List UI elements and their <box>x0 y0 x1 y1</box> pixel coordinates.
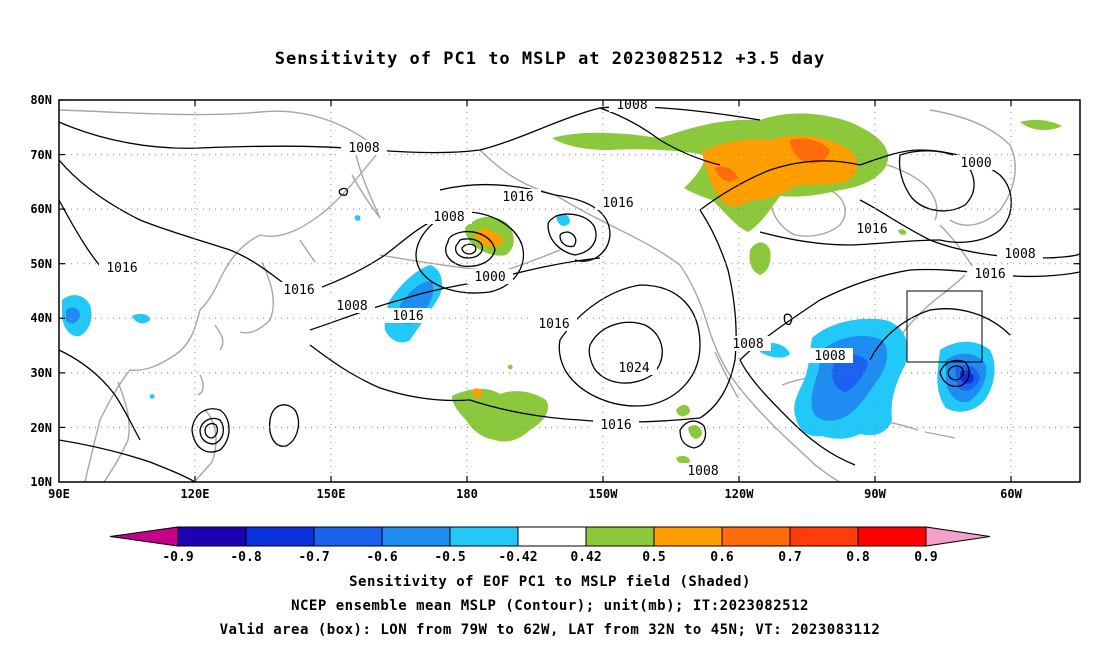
contour-label: 1016 <box>849 221 895 237</box>
svg-text:1016: 1016 <box>600 418 631 433</box>
colorbar-tick-label: -0.9 <box>162 550 193 565</box>
contour-label: 1008 <box>426 209 472 225</box>
svg-text:1008: 1008 <box>732 337 763 352</box>
colorbar-bin <box>857 526 927 547</box>
colorbar-bin <box>721 526 791 547</box>
map-frame <box>58 99 1081 483</box>
contour-label: 1016 <box>385 308 431 324</box>
colorbar-tick-label: -0.7 <box>298 550 329 565</box>
svg-text:1016: 1016 <box>602 196 633 211</box>
lat-label: 40N <box>30 311 52 325</box>
svg-text:1008: 1008 <box>616 98 647 113</box>
colorbar: -0.9 -0.8 -0.7 -0.6 -0.5 -0.42 0.42 0.5 0.6 0.7 0.… <box>109 526 991 565</box>
svg-text:1008: 1008 <box>348 141 379 156</box>
colorbar-bin <box>177 526 247 547</box>
svg-text:1016: 1016 <box>974 267 1005 282</box>
lon-label: 90W <box>864 487 886 501</box>
lon-label: 120W <box>725 487 755 501</box>
svg-text:1008: 1008 <box>336 299 367 314</box>
axis-ticks <box>59 99 1080 482</box>
colorbar-tick-label: 0.5 <box>642 550 665 565</box>
svg-text:1024: 1024 <box>618 361 649 376</box>
shading-positive <box>452 113 1062 465</box>
svg-text:1016: 1016 <box>106 261 137 276</box>
contour-label: 1008 <box>680 463 726 479</box>
contour-label: 1016 <box>495 189 541 205</box>
longitude-labels: 90E 120E 150E 180 150W 120W 90W 60W <box>48 487 1022 501</box>
colorbar-bin <box>653 526 723 547</box>
colorbar-bin <box>585 526 655 547</box>
svg-text:1016: 1016 <box>856 222 887 237</box>
contour-label: 1000 <box>467 269 513 285</box>
colorbar-tick-label: -0.6 <box>366 550 397 565</box>
contour-label-layer: 1008 1008 1000 1016 1016 1016 1008 1016 … <box>99 98 1043 479</box>
lon-label: 180 <box>456 487 478 501</box>
lat-label: 80N <box>30 93 52 107</box>
colorbar-bin <box>245 526 315 547</box>
svg-text:1016: 1016 <box>502 190 533 205</box>
svg-text:1008: 1008 <box>687 464 718 479</box>
lat-label: 30N <box>30 366 52 380</box>
contour-label: 1008 <box>725 336 771 352</box>
colorbar-tick-label: 0.8 <box>846 550 870 565</box>
contour-label: 1008 <box>997 246 1043 262</box>
colorbar-bin <box>381 526 451 547</box>
contour-label: 1016 <box>276 282 322 298</box>
colorbar-tick-label: 0.7 <box>778 550 801 565</box>
colorbar-tick-label: 0.42 <box>570 550 601 565</box>
svg-text:1008: 1008 <box>1004 247 1035 262</box>
lon-label: 150W <box>589 487 619 501</box>
colorbar-bin <box>517 526 587 547</box>
colorbar-tick-label: 0.9 <box>914 550 937 565</box>
coastlines <box>59 109 1016 482</box>
contour-label: 1008 <box>807 348 853 364</box>
svg-text:1016: 1016 <box>392 309 423 324</box>
contour-label: 1016 <box>531 316 577 332</box>
contour-label: 1016 <box>967 266 1013 282</box>
colorbar-tick-label: -0.42 <box>498 550 537 565</box>
svg-text:1000: 1000 <box>960 156 991 171</box>
svg-text:1016: 1016 <box>538 317 569 332</box>
colorbar-tick-label: 0.6 <box>710 550 734 565</box>
colorbar-bin <box>449 526 519 547</box>
colorbar-tick-label: -0.8 <box>230 550 261 565</box>
svg-text:1008: 1008 <box>814 349 845 364</box>
contour-label: 1008 <box>609 98 655 113</box>
colorbar-bin <box>313 526 383 547</box>
caption-line-2: NCEP ensemble mean MSLP (Contour); unit(… <box>291 598 809 614</box>
contour-label: 1016 <box>593 417 639 433</box>
contour-label: 1000 <box>953 155 999 171</box>
contour-label: 1016 <box>99 260 145 276</box>
lat-label: 50N <box>30 257 52 271</box>
contour-label: 1008 <box>341 140 387 156</box>
contour-label: 1008 <box>329 298 375 314</box>
contour-label: 1024 <box>611 360 657 376</box>
svg-text:1008: 1008 <box>433 210 464 225</box>
lat-label: 70N <box>30 148 52 162</box>
svg-text:1000: 1000 <box>474 270 505 285</box>
colorbar-bin <box>789 526 859 547</box>
lat-label: 60N <box>30 202 52 216</box>
lon-label: 150E <box>317 487 346 501</box>
lon-label: 60W <box>1000 487 1022 501</box>
svg-text:1016: 1016 <box>283 283 314 298</box>
chart-title: Sensitivity of PC1 to MSLP at 2023082512… <box>274 49 826 69</box>
colorbar-arrow-low <box>109 526 179 547</box>
lat-label: 20N <box>30 421 52 435</box>
caption-line-3: Valid area (box): LON from 79W to 62W, L… <box>219 622 881 638</box>
colorbar-tick-label: -0.5 <box>434 550 465 565</box>
lon-label: 120E <box>181 487 210 501</box>
caption-line-1: Sensitivity of EOF PC1 to MSLP field (Sh… <box>349 574 751 590</box>
colorbar-arrow-high <box>925 526 991 547</box>
valid-area-box <box>906 290 983 363</box>
lat-label: 10N <box>30 475 52 489</box>
lon-label: 90E <box>48 487 70 501</box>
contour-label: 1016 <box>595 195 641 211</box>
latitude-labels: 80N 70N 60N 50N 40N 30N 20N 10N <box>30 93 52 489</box>
